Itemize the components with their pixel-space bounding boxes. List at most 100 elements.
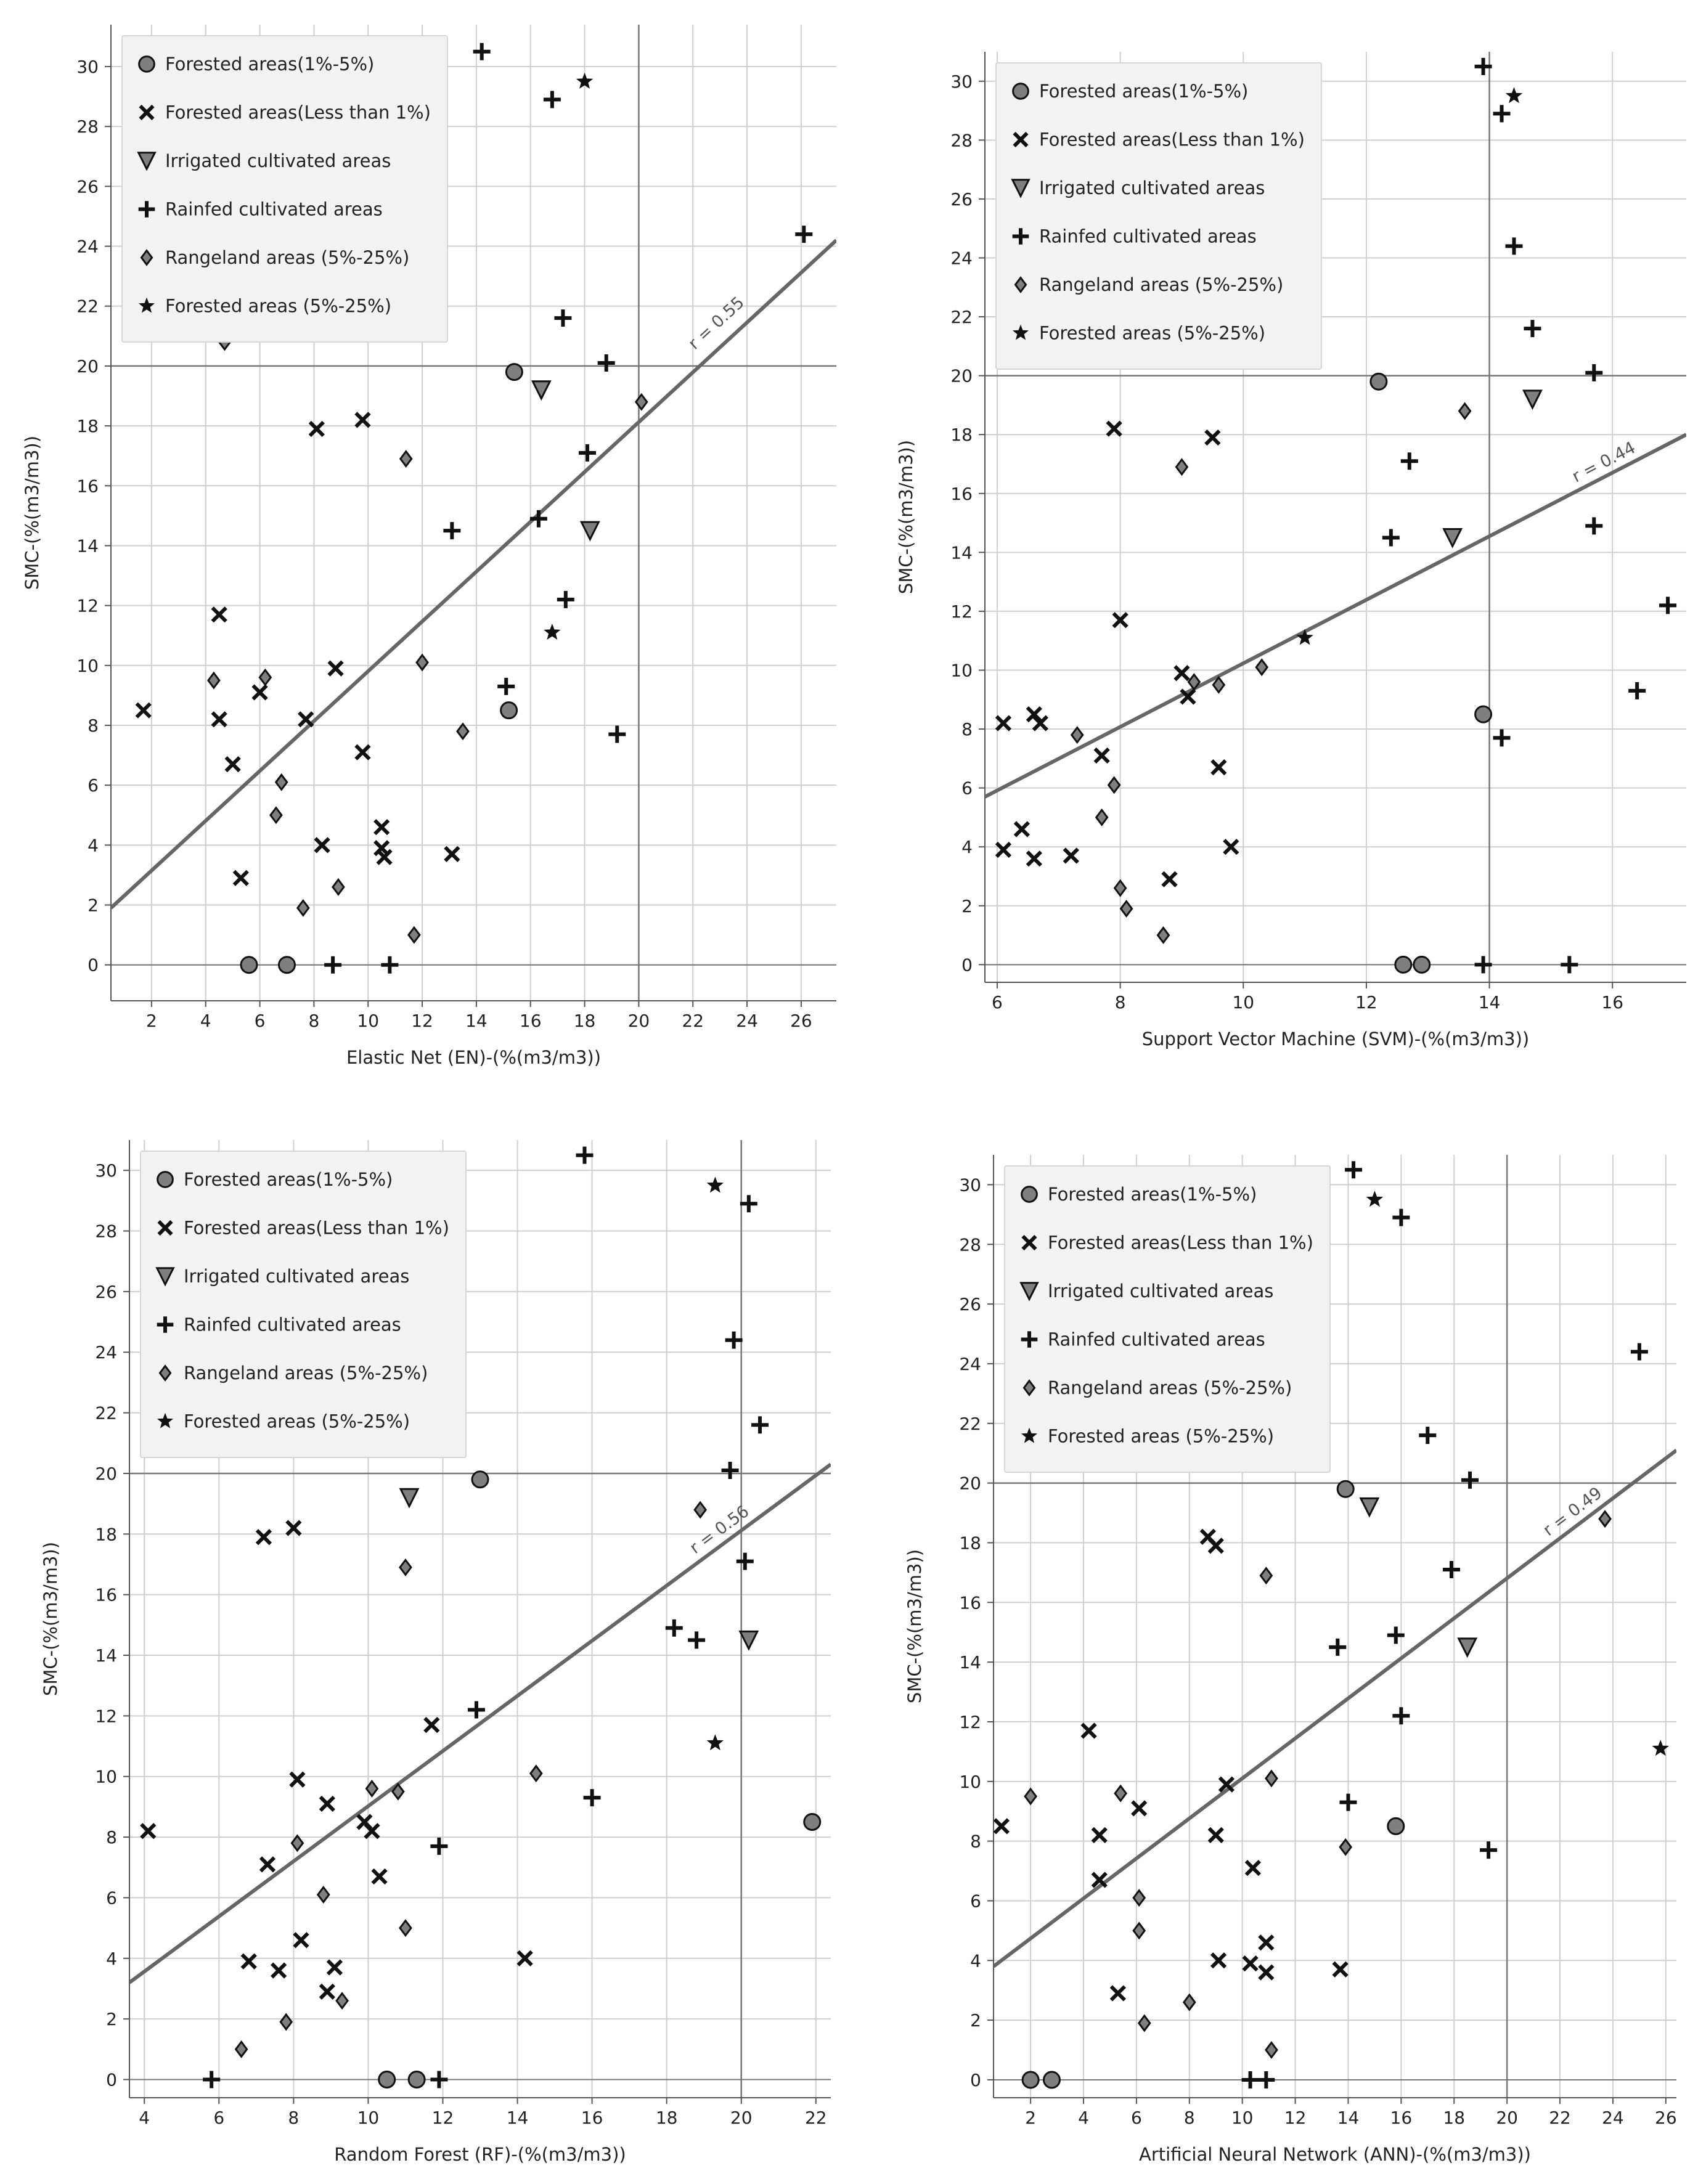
data-point-plus xyxy=(1524,320,1541,338)
y-tick-label: 20 xyxy=(95,1464,117,1484)
x-tick-label: 4 xyxy=(1078,2108,1089,2128)
data-point-diamond xyxy=(1114,1784,1128,1803)
y-tick-label: 6 xyxy=(88,775,99,796)
data-point-plus xyxy=(1329,1638,1347,1656)
y-tick-label: 6 xyxy=(970,1891,981,1911)
y-tick-label: 30 xyxy=(76,57,99,77)
data-point-triangle xyxy=(579,521,600,542)
data-point-plus xyxy=(381,956,399,974)
data-point-x xyxy=(995,841,1012,858)
y-tick-label: 10 xyxy=(959,1772,981,1792)
x-tick-label: 16 xyxy=(581,2108,603,2128)
data-point-star xyxy=(1505,87,1523,104)
data-point-diamond xyxy=(274,773,288,791)
data-point-x xyxy=(285,1520,302,1536)
data-point-circle xyxy=(1369,372,1388,391)
data-point-x xyxy=(371,1868,388,1885)
data-point-x xyxy=(1258,1964,1275,1981)
data-point-circle xyxy=(1042,2071,1061,2089)
x-tick-label: 6 xyxy=(255,1011,266,1031)
legend-marker-diamond xyxy=(1022,1379,1036,1396)
legend-label: Forested areas(1%-5%) xyxy=(165,54,374,75)
x-tick-label: 2 xyxy=(146,1011,157,1031)
data-point-x xyxy=(240,1953,257,1970)
regression-line xyxy=(129,1462,831,1984)
data-point-diamond xyxy=(207,671,221,690)
y-tick-label: 16 xyxy=(95,1585,117,1605)
legend-label: Rainfed cultivated areas xyxy=(1039,226,1257,247)
y-tick-label: 22 xyxy=(959,1414,981,1434)
y-tick-label: 12 xyxy=(950,601,973,622)
data-point-plus xyxy=(1493,729,1511,747)
data-point-plus xyxy=(529,510,547,528)
data-point-diamond xyxy=(269,806,283,825)
fit-line-group xyxy=(111,238,836,910)
regression-line xyxy=(985,433,1686,799)
data-point-diamond xyxy=(407,926,421,944)
data-point-plus xyxy=(1392,1707,1410,1725)
y-tick-label: 0 xyxy=(961,955,973,975)
data-point-diamond xyxy=(1265,2041,1278,2060)
legend-marker-triangle xyxy=(1011,179,1031,198)
y-tick-label: 12 xyxy=(76,596,99,616)
legend-marker-circle xyxy=(138,55,155,73)
x-tick-label: 24 xyxy=(1602,2108,1624,2128)
legend-label: Forested areas (5%-25%) xyxy=(1039,323,1265,344)
x-tick-label: 22 xyxy=(682,1011,704,1031)
data-point-x xyxy=(211,606,227,623)
data-point-x xyxy=(211,711,227,728)
regression-line xyxy=(111,238,836,910)
y-tick-label: 8 xyxy=(88,715,99,736)
legend-label: Forested areas(1%-5%) xyxy=(1048,1184,1257,1205)
y-tick-label: 0 xyxy=(88,955,99,976)
data-point-plus xyxy=(1461,1471,1479,1489)
data-point-diamond xyxy=(1132,1921,1146,1940)
y-tick-label: 30 xyxy=(950,71,973,92)
data-point-diamond xyxy=(332,878,345,896)
data-point-x xyxy=(373,819,390,836)
x-tick-label: 22 xyxy=(805,2108,827,2128)
data-point-x xyxy=(993,1818,1010,1835)
data-point-star xyxy=(706,1734,724,1751)
y-tick-label: 24 xyxy=(950,248,973,268)
y-tick-label: 12 xyxy=(959,1712,981,1732)
data-point-diamond xyxy=(1156,926,1170,945)
data-point-diamond xyxy=(399,1558,412,1576)
data-point-x xyxy=(1207,1827,1224,1844)
x-axis-title: Elastic Net (EN)-(%(m3/m3)) xyxy=(346,1047,601,1068)
data-point-diamond xyxy=(415,653,429,672)
x-tick-label: 12 xyxy=(432,2108,454,2128)
data-points xyxy=(140,1146,822,2088)
x-tick-label: 26 xyxy=(790,1011,812,1031)
data-point-plus xyxy=(1345,1161,1363,1179)
data-point-star xyxy=(1652,1740,1669,1756)
data-point-x xyxy=(1242,1955,1259,1972)
data-point-plus xyxy=(751,1416,769,1434)
x-tick-label: 10 xyxy=(1232,992,1254,1013)
data-point-x xyxy=(1080,1722,1097,1739)
data-point-x xyxy=(271,1962,287,1979)
y-tick-label: 20 xyxy=(950,366,973,386)
data-point-x xyxy=(135,702,152,719)
data-point-diamond xyxy=(335,1992,349,2010)
y-tick-label: 22 xyxy=(95,1403,117,1424)
data-point-circle xyxy=(1394,955,1413,974)
data-point-circle xyxy=(1474,705,1493,723)
data-point-plus xyxy=(1419,1427,1437,1444)
data-point-star xyxy=(544,623,561,640)
data-point-plus xyxy=(1585,517,1603,535)
y-tick-label: 2 xyxy=(88,895,99,916)
legend-label: Forested areas(Less than 1%) xyxy=(1039,129,1305,150)
data-point-circle xyxy=(803,1812,822,1831)
data-point-plus xyxy=(725,1331,743,1349)
data-point-circle xyxy=(1336,1480,1355,1498)
data-point-diamond xyxy=(290,1834,304,1852)
data-point-diamond xyxy=(456,722,470,741)
legend-label: Rangeland areas (5%-25%) xyxy=(165,247,409,268)
data-point-plus xyxy=(576,1146,594,1164)
y-tick-label: 8 xyxy=(970,1832,981,1852)
x-tick-label: 2 xyxy=(1025,2108,1036,2128)
legend: Forested areas(1%-5%) Forested areas(Less… xyxy=(1004,1165,1331,1473)
y-tick-label: 22 xyxy=(76,296,99,317)
data-point-plus xyxy=(1387,1626,1405,1644)
